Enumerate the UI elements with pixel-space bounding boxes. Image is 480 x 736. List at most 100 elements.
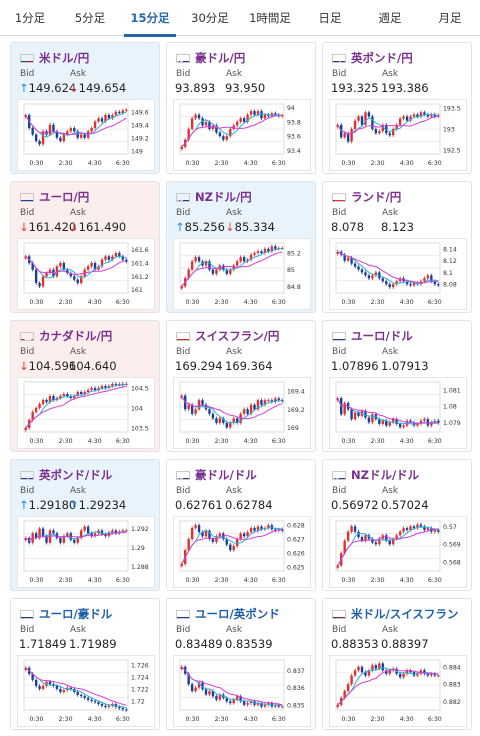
card-header: ランド/円 bbox=[332, 189, 401, 205]
tab-7[interactable]: 月足 bbox=[438, 11, 462, 25]
candle-body bbox=[374, 129, 378, 134]
moving-average-long bbox=[337, 251, 439, 284]
ask-price: 8.123 bbox=[381, 220, 414, 234]
candle-body bbox=[388, 670, 391, 674]
candle-body bbox=[385, 670, 388, 674]
candle-body bbox=[343, 402, 346, 415]
rate-card[interactable]: 英ポンド/円 Bid Ask 193.325 193.386 193.5 193 192.5 0… bbox=[322, 42, 472, 174]
chart-container[interactable]: 169.4 169.2 169 0:30 2:30 4:30 6:30 bbox=[173, 377, 311, 449]
candle-body bbox=[59, 263, 62, 267]
rate-card[interactable]: 豪ドル/円 Bid Ask 93.893 93.950 94 93.8 93.6 93.4 0:3… bbox=[166, 42, 316, 174]
currency-pair-link[interactable]: 英ポンド/円 bbox=[351, 51, 413, 65]
tab-5[interactable]: 日足 bbox=[318, 11, 342, 25]
card-header: NZドル/ドル bbox=[332, 467, 419, 483]
currency-pair-link[interactable]: NZドル/円 bbox=[195, 190, 252, 204]
currency-pair-link[interactable]: 米ドル/スイスフラン bbox=[351, 607, 459, 621]
rate-card[interactable]: NZドル/円 Bid Ask ↑85.256 ↓85.334 85.2 85 84.8 0:30… bbox=[166, 181, 316, 313]
chart-container[interactable]: 193.5 193 192.5 0:30 2:30 4:30 6:30 bbox=[329, 99, 467, 171]
candle-body bbox=[93, 700, 97, 703]
tab-2[interactable]: 15分足 bbox=[120, 0, 180, 37]
x-tick-label: 2:30 bbox=[371, 160, 385, 167]
bid-value: ↑1.29180 bbox=[19, 498, 76, 512]
currency-pair-link[interactable]: NZドル/ドル bbox=[351, 468, 420, 482]
tab-0[interactable]: 1分足 bbox=[14, 11, 46, 25]
rate-card[interactable]: カナダドル/円 Bid Ask ↓104.596 104.640 104.5 104 103.… bbox=[10, 320, 160, 452]
chart-container[interactable]: 85.2 85 84.8 0:30 2:30 4:30 6:30 bbox=[173, 238, 311, 310]
chart-container[interactable]: 1.726 1.724 1.722 1.72 0:30 2:30 4:30 6:30 bbox=[17, 655, 155, 727]
candle-body bbox=[232, 418, 235, 423]
y-tick-label: 94 bbox=[287, 105, 295, 112]
rate-card[interactable]: ユーロ/円 Bid Ask ↓161.420 ↓161.490 161.6 161.4 161… bbox=[10, 181, 160, 313]
currency-pair-link[interactable]: ランド/円 bbox=[351, 190, 402, 204]
rate-card[interactable]: NZドル/ドル Bid Ask 0.56972 0.57024 0.57 0.569 0.56… bbox=[322, 459, 472, 591]
x-tick-label: 6:30 bbox=[116, 438, 130, 445]
x-tick-label: 2:30 bbox=[59, 716, 73, 723]
chart-container[interactable]: 149.6 149.4 149.2 149 0:30 2:30 4:30 6:30 bbox=[17, 99, 155, 171]
rate-card[interactable]: スイスフラン/円 Bid Ask 169.294 169.364 169.4 169.2 16… bbox=[166, 320, 316, 452]
x-tick-label: 0:30 bbox=[30, 716, 44, 723]
candle-body bbox=[211, 413, 215, 419]
candle-body bbox=[86, 526, 90, 534]
currency-pair-link[interactable]: ユーロ/英ポンド bbox=[195, 607, 280, 621]
tab-1[interactable]: 5分足 bbox=[74, 11, 106, 25]
candle-body bbox=[374, 272, 378, 276]
candle-body bbox=[229, 269, 232, 274]
chart-container[interactable]: 94 93.8 93.6 93.4 0:30 2:30 4:30 6:30 bbox=[173, 99, 311, 171]
chart-container[interactable]: 1.081 1.08 1.079 0:30 2:30 4:30 6:30 bbox=[329, 377, 467, 449]
chart-container[interactable]: 0.837 0.836 0.835 0:30 2:30 4:30 6:30 bbox=[173, 655, 311, 727]
tab-4[interactable]: 1時間足 bbox=[249, 11, 291, 25]
tab-3[interactable]: 30分足 bbox=[191, 11, 229, 25]
bid-price: 1.29180 bbox=[28, 498, 77, 512]
candle-body bbox=[204, 121, 208, 126]
flag-icon bbox=[20, 331, 34, 341]
currency-pair-link[interactable]: 米ドル/円 bbox=[39, 51, 90, 65]
x-tick-label: 6:30 bbox=[428, 160, 442, 167]
chart-container[interactable]: 8.14 8.12 8.1 8.08 0:30 2:30 4:30 6:30 bbox=[329, 238, 467, 310]
rate-card[interactable]: 米ドル/スイスフラン Bid Ask 0.88353 0.88397 0.884 0.883… bbox=[322, 598, 472, 730]
candle-body bbox=[367, 112, 371, 117]
rate-card[interactable]: 豪ドル/ドル Bid Ask 0.62761 0.62784 0.628 0.627 0.62… bbox=[166, 459, 316, 591]
currency-pair-link[interactable]: カナダドル/円 bbox=[39, 329, 113, 343]
ask-price: 149.654 bbox=[78, 81, 127, 95]
currency-pair-link[interactable]: 豪ドル/ドル bbox=[195, 468, 257, 482]
ask-price: 0.88397 bbox=[381, 637, 429, 651]
chart-container[interactable]: 161.6 161.4 161.2 161 0:30 2:30 4:30 6:30 bbox=[17, 238, 155, 310]
plot-area bbox=[335, 242, 441, 294]
chart-container[interactable]: 104.5 104 103.5 0:30 2:30 4:30 6:30 bbox=[17, 377, 155, 449]
ask-value: ↓161.490 bbox=[69, 220, 126, 234]
rate-card[interactable]: ランド/円 Bid Ask 8.078 8.123 8.14 8.12 8.1 8.08 0:30… bbox=[322, 181, 472, 313]
chart-container[interactable]: 0.884 0.883 0.882 0:30 2:30 4:30 6:30 bbox=[329, 655, 467, 727]
candle-body bbox=[277, 398, 280, 401]
chart-container[interactable]: 0.57 0.569 0.568 0:30 2:30 4:30 6:30 bbox=[329, 516, 467, 588]
y-tick-label: 0.628 bbox=[287, 523, 305, 530]
candle-body bbox=[405, 528, 409, 530]
y-tick-label: 0.837 bbox=[287, 668, 305, 675]
rate-card[interactable]: 英ポンド/ドル Bid Ask ↑1.29180 ↑1.29234 1.292 1.29 1.… bbox=[10, 459, 160, 591]
rate-card[interactable]: 米ドル/円 Bid Ask ↑149.624 ↓149.654 149.6 149.4 149… bbox=[10, 42, 160, 174]
tab-6[interactable]: 週足 bbox=[378, 11, 402, 25]
chart-container[interactable]: 0.628 0.627 0.626 0.625 0:30 2:30 4:30 6:30 bbox=[173, 516, 311, 588]
candle-body bbox=[423, 670, 426, 674]
rate-card[interactable]: ユーロ/英ポンド Bid Ask 0.83489 0.83539 0.837 0.836 0.… bbox=[166, 598, 316, 730]
currency-pair-link[interactable]: スイスフラン/円 bbox=[195, 329, 280, 343]
candle-body bbox=[281, 706, 284, 708]
candle-body bbox=[371, 665, 374, 671]
rate-card[interactable]: ユーロ/豪ドル Bid Ask 1.71849 1.71989 1.726 1.724 1.7… bbox=[10, 598, 160, 730]
candle-body bbox=[208, 261, 211, 270]
currency-pair-link[interactable]: ユーロ/豪ドル bbox=[39, 607, 113, 621]
candle-body bbox=[433, 114, 436, 117]
y-tick-label: 149.4 bbox=[131, 122, 149, 129]
candle-body bbox=[423, 419, 426, 421]
currency-pair-link[interactable]: ユーロ/円 bbox=[39, 190, 90, 204]
candle-body bbox=[83, 392, 86, 394]
currency-pair-link[interactable]: 豪ドル/円 bbox=[195, 51, 246, 65]
chart-container[interactable]: 1.292 1.29 1.288 0:30 2:30 4:30 6:30 bbox=[17, 516, 155, 588]
candle-body bbox=[31, 673, 34, 680]
currency-pair-link[interactable]: 英ポンド/ドル bbox=[39, 468, 113, 482]
rate-card[interactable]: ユーロ/ドル Bid Ask 1.07896 1.07913 1.081 1.08 1.079… bbox=[322, 320, 472, 452]
y-tick-label: 1.72 bbox=[131, 698, 145, 705]
y-tick-label: 0.627 bbox=[287, 537, 305, 544]
candle-body bbox=[416, 673, 419, 676]
candle-body bbox=[433, 673, 436, 676]
currency-pair-link[interactable]: ユーロ/ドル bbox=[351, 329, 413, 343]
